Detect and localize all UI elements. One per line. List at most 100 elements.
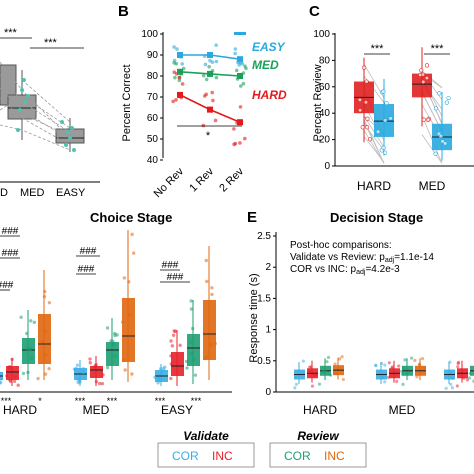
panel-b-letter: B xyxy=(118,3,129,20)
panel-b-point xyxy=(211,98,215,103)
panel-d-point xyxy=(210,286,214,290)
panel-e-annot-line1: Post-hoc comparisons: xyxy=(290,240,392,251)
panel-e-point xyxy=(468,371,472,375)
panel-d-tick-hard: HARD xyxy=(3,403,37,417)
panel-e-point xyxy=(395,379,399,383)
panel-c-box xyxy=(412,73,432,98)
panel-d-point xyxy=(81,367,85,371)
panel-d-point xyxy=(43,289,47,294)
panel-e-point xyxy=(386,375,391,379)
panel-d-point xyxy=(43,353,48,357)
panel-c-ytick-label: 60 xyxy=(319,82,331,93)
panel-d-box xyxy=(203,300,216,360)
panel-d-point xyxy=(192,357,196,362)
panel-a-box-med xyxy=(7,94,37,120)
panel-b-point xyxy=(214,59,219,64)
panel-d-point xyxy=(178,343,182,347)
panel-d-point xyxy=(189,299,193,303)
panel-e-ytick-label: 1.5 xyxy=(257,293,271,304)
panel-d-point xyxy=(159,371,164,375)
panel-b-point xyxy=(204,77,209,82)
panel-e-point xyxy=(293,386,297,390)
panel-d-point xyxy=(131,251,136,255)
panel-e-point xyxy=(341,377,345,382)
panel-d-top-sig: ### xyxy=(2,226,19,237)
panel-d-point xyxy=(88,357,92,361)
panel-d-box xyxy=(90,366,103,378)
panel-d-point xyxy=(172,329,176,333)
panel-c-ytick-label: 80 xyxy=(319,55,331,66)
panel-d-point xyxy=(130,372,134,376)
panel-d-point xyxy=(10,357,14,362)
panel-b-point xyxy=(177,75,182,80)
panel-e-point xyxy=(381,375,385,379)
panel-d-point xyxy=(205,355,210,359)
panel-d-point xyxy=(127,313,131,317)
panel-c-tick-med: MED xyxy=(419,179,446,193)
panel-b-point xyxy=(174,98,178,102)
panel-d-point xyxy=(171,333,176,338)
panel-d-point xyxy=(189,307,194,311)
panel-c-point xyxy=(421,117,426,122)
panel-d-box xyxy=(38,314,51,364)
panel-e-point xyxy=(294,382,299,386)
panel-d-point xyxy=(40,340,45,344)
panel-d-point xyxy=(130,232,134,237)
panel-c-ytick-label: 100 xyxy=(313,29,330,40)
panel-b-ytick-label: 50 xyxy=(147,134,159,145)
panel-d-point xyxy=(111,339,115,344)
panel-c-point xyxy=(437,91,442,96)
panel-b-point xyxy=(180,62,185,66)
panel-c-point xyxy=(444,100,449,105)
panel-d-point xyxy=(81,370,85,375)
panel-d-point xyxy=(169,362,173,366)
legend-validate-label: Validate xyxy=(183,429,229,443)
panel-d-point xyxy=(169,354,173,358)
panel-e-point xyxy=(326,355,331,359)
panel-d-point xyxy=(29,319,33,323)
panel-e-point xyxy=(296,369,300,373)
panel-b-label-med: MED xyxy=(252,58,279,72)
panel-e-point xyxy=(397,364,401,368)
panel-c-point xyxy=(424,63,430,68)
panel-d-point xyxy=(121,358,126,363)
panel-d-point xyxy=(101,373,105,377)
panel-e-point xyxy=(448,360,452,364)
panel-c-point xyxy=(446,95,451,101)
panel-d-box xyxy=(106,342,119,366)
panel-c-point xyxy=(442,141,448,146)
panel-e-tick-hard: HARD xyxy=(303,403,337,417)
panel-d-point xyxy=(111,343,116,347)
panel-d-point xyxy=(213,341,217,346)
panel-b-point xyxy=(207,64,211,69)
panel-c-point xyxy=(382,150,388,155)
panel-c-point xyxy=(421,79,426,85)
panel-b-series-marker xyxy=(237,73,243,79)
panel-b-ytick-label: 100 xyxy=(141,29,158,40)
panel-b-xtick-label: No Rev xyxy=(152,165,187,200)
panel-b-ytick-label: 90 xyxy=(147,50,159,61)
panel-b-series-marker xyxy=(177,52,183,58)
legend-validate-inc: INC xyxy=(212,449,233,463)
panel-d-point xyxy=(36,376,40,381)
panel-d-point xyxy=(189,351,194,356)
panel-d-point xyxy=(191,326,195,331)
panel-d-tick-med: MED xyxy=(83,403,110,417)
panel-b-label-hard: HARD xyxy=(252,88,287,102)
panel-d-box xyxy=(122,298,135,362)
panel-a-tick-1: D xyxy=(0,187,8,199)
panel-e-point xyxy=(308,365,312,369)
panel-d-point xyxy=(88,361,92,365)
panel-b-series-marker xyxy=(207,106,213,113)
panel-b-point xyxy=(177,78,182,83)
panel-a-tick-3: EASY xyxy=(56,187,86,199)
panel-d-point xyxy=(0,381,2,385)
panel-e-point xyxy=(387,361,391,365)
panel-e-point xyxy=(448,370,452,375)
panel-b-point xyxy=(238,141,242,145)
panel-b-point xyxy=(243,136,247,141)
panel-b-point xyxy=(172,70,177,75)
panel-d-top-sig: ### xyxy=(0,280,14,291)
panel-d-bottom-sig: *** xyxy=(191,396,202,406)
panel-b-point xyxy=(210,90,215,95)
